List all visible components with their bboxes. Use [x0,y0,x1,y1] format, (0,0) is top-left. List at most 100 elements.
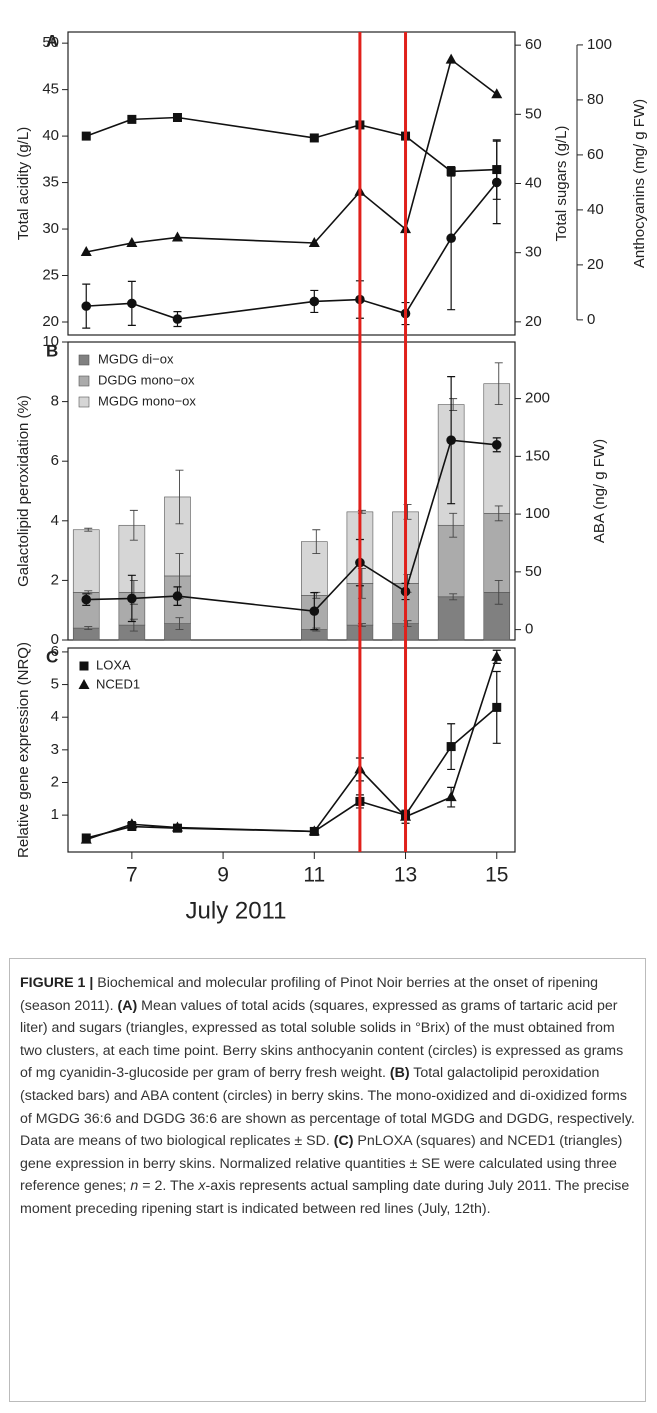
error-bar [449,398,458,411]
x-tick-label: 7 [126,864,138,887]
y-tick-label: 60 [525,36,542,53]
y-tick-label: 80 [587,91,604,108]
y-tick-label: 100 [525,505,550,522]
error-bar [494,505,503,522]
caption-text: = 2. The [138,1178,199,1195]
x-axis-title: July 2011 [186,897,287,924]
marker [446,435,456,445]
y-tick-label: 2 [51,571,59,588]
y-tick-label: 100 [587,36,612,53]
legend-swatch [78,354,90,366]
y-tick-label: 0 [51,631,59,648]
caption: FIGURE 1 | Biochemical and molecular pro… [20,972,638,1221]
bar-segment [164,496,191,577]
error-bar [175,617,184,631]
y-tick-label: 30 [42,220,59,237]
panel-label: C [46,647,58,666]
error-bar [175,469,184,525]
series-line [86,439,497,612]
y-tick-label: 50 [525,105,542,122]
caption-text: n [130,1178,139,1195]
y-tick-label: 4 [51,708,59,725]
marker [127,298,137,309]
marker [127,593,137,604]
y-tick-label: 45 [42,81,59,98]
y-tick-label: 0 [525,621,533,638]
plot-frame [67,341,516,641]
axis-title: ABA (ng/ g FW) [591,439,608,543]
caption-text: PnLOXA (squares) and NCED1 (triangles) g… [20,1133,623,1195]
marker [446,742,456,752]
y-tick-label: 50 [525,563,542,580]
y-tick-label: 10 [42,333,59,350]
marker [308,236,320,247]
y-tick-label: 2 [51,773,59,790]
y-tick-label: 150 [525,447,550,464]
caption-text: (A) [117,997,138,1014]
caption-box [9,958,646,1402]
marker [81,301,92,311]
legend-label: NCED1 [96,676,140,691]
marker [81,594,92,605]
marker [491,177,502,188]
marker [171,231,183,242]
caption-text: FIGURE 1 | [20,975,94,991]
error-bar [129,509,138,541]
y-tick-label: 5 [51,676,59,693]
series-line [86,181,498,320]
x-tick-label: 15 [485,864,508,887]
legend-swatch [78,396,90,408]
y-tick-label: 6 [51,452,59,469]
marker [445,53,457,64]
marker [491,88,503,99]
marker [491,650,503,661]
x-tick-label: 11 [303,864,325,887]
y-tick-label: 50 [42,34,59,51]
axis-title: Total acidity (g/L) [15,127,32,240]
legend-marker [78,679,90,689]
y-tick-label: 6 [51,643,59,660]
panel-label: B [46,341,58,360]
marker [308,825,320,836]
y-tick-label: 8 [51,393,59,410]
bar-segment [164,623,191,641]
error-bar [449,593,458,601]
caption-text: -axis represents actual sampling date du… [20,1178,630,1217]
caption-text: Biochemical and molecular profiling of P… [20,975,599,1014]
axis-title: Anthocyanins (mg/ g FW) [631,99,648,268]
x-tick-label: 13 [394,864,417,887]
legend-label: DGDG mono−ox [98,372,195,387]
marker [309,133,319,143]
y-tick-label: 40 [525,174,542,191]
y-tick-label: 30 [525,244,542,261]
marker [126,236,138,247]
y-tick-label: 20 [525,313,542,330]
marker [80,833,92,844]
bar-segment [72,529,100,593]
error-bar [312,529,321,555]
error-bar [494,579,503,605]
error-bar [449,512,458,538]
series-line [85,116,497,173]
marker [172,113,182,123]
y-tick-label: 40 [42,127,59,144]
marker [445,791,457,802]
marker [126,818,138,829]
marker [172,591,183,601]
marker [446,233,456,244]
y-tick-label: 3 [51,741,59,758]
y-tick-label: 20 [42,313,59,330]
y-tick-label: 25 [42,266,59,283]
marker [127,114,137,124]
y-tick-label: 20 [587,256,604,273]
bar-segment [118,624,146,641]
series-line [86,706,498,839]
series-line [85,656,498,841]
caption-text: Mean values of total acids (squares, exp… [20,997,624,1082]
plot-frame [67,31,516,336]
legend-label: MGDG mono−ox [98,393,196,408]
series-line [86,58,498,253]
marker [492,702,502,712]
